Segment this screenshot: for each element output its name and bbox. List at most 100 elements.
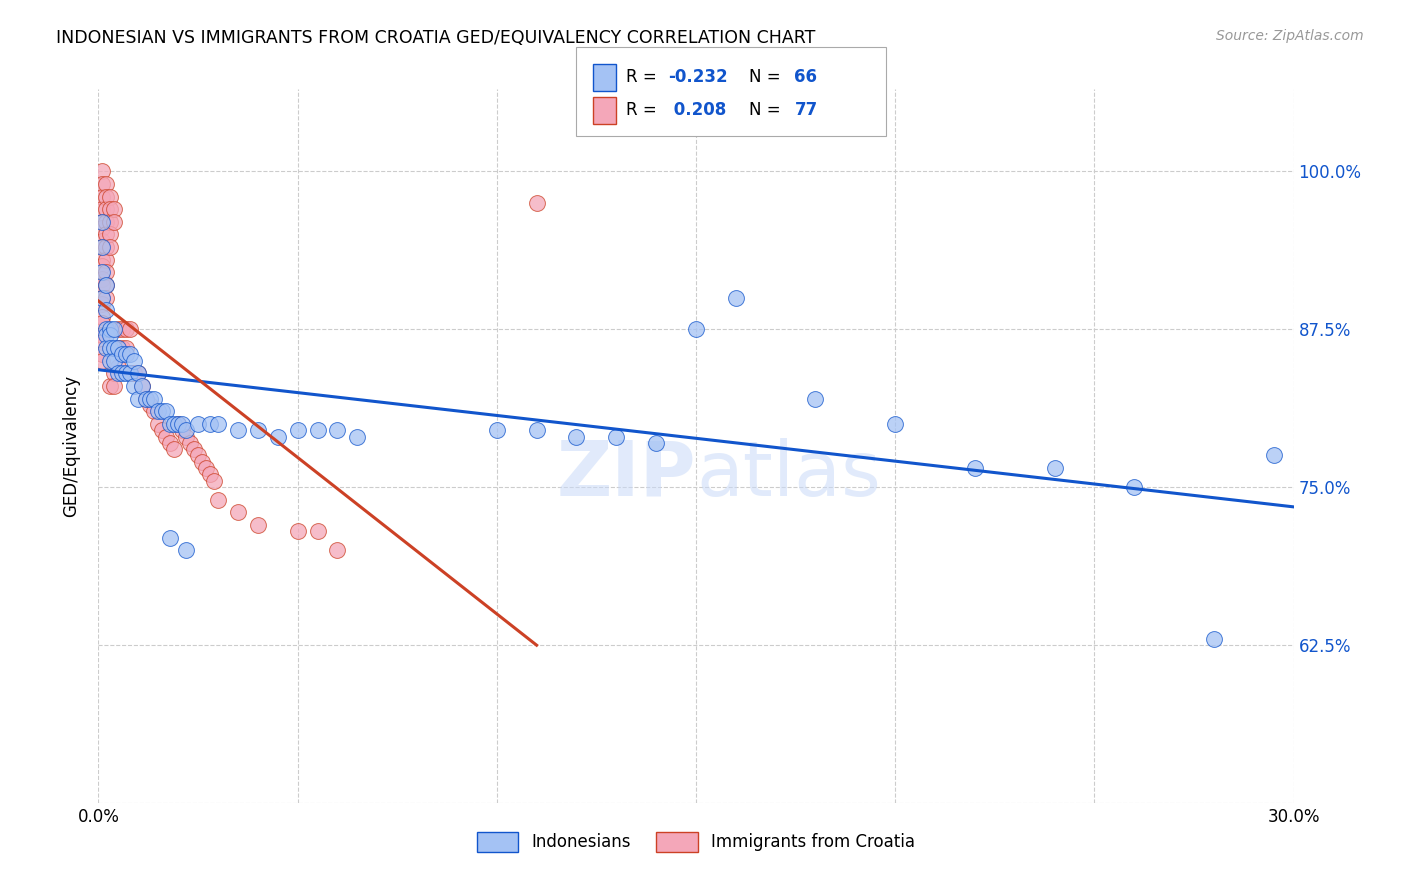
Point	[111, 341, 134, 355]
Point	[91, 328, 114, 343]
Point	[326, 543, 349, 558]
Point	[485, 423, 508, 437]
Point	[98, 215, 122, 229]
Point	[159, 435, 181, 450]
Point	[91, 291, 114, 305]
Text: N =: N =	[749, 101, 786, 119]
Point	[207, 492, 229, 507]
Point	[174, 429, 197, 443]
Point	[115, 341, 138, 355]
Point	[96, 322, 118, 336]
Point	[120, 347, 142, 361]
Point	[150, 423, 173, 437]
Point	[91, 240, 114, 254]
Text: ZIP: ZIP	[557, 438, 696, 511]
Point	[307, 524, 329, 539]
Point	[226, 423, 249, 437]
Point	[565, 429, 588, 443]
Point	[98, 322, 122, 336]
Point	[207, 417, 229, 431]
Point	[174, 423, 197, 437]
Point	[120, 367, 142, 381]
Point	[96, 177, 118, 191]
Point	[1123, 480, 1146, 494]
Point	[96, 277, 118, 292]
Point	[246, 517, 269, 532]
Point	[131, 379, 153, 393]
Point	[91, 297, 114, 311]
Point	[287, 423, 309, 437]
Point	[103, 353, 125, 368]
Point	[226, 505, 249, 519]
Point	[91, 347, 114, 361]
Text: 66: 66	[794, 68, 817, 86]
Point	[150, 404, 173, 418]
Text: R =: R =	[626, 68, 662, 86]
Point	[198, 467, 221, 482]
Point	[96, 252, 118, 267]
Point	[91, 353, 114, 368]
Point	[103, 367, 125, 381]
Point	[98, 227, 122, 242]
Point	[1202, 632, 1225, 646]
Point	[96, 265, 118, 279]
Point	[148, 404, 170, 418]
Point	[107, 341, 129, 355]
Point	[91, 291, 114, 305]
Point	[191, 455, 214, 469]
Point	[96, 227, 118, 242]
Point	[91, 202, 114, 217]
Point	[98, 240, 122, 254]
Point	[139, 392, 162, 406]
Point	[172, 423, 194, 437]
Point	[91, 252, 114, 267]
Text: 77: 77	[794, 101, 818, 119]
Point	[526, 423, 548, 437]
Point	[155, 404, 177, 418]
Point	[91, 189, 114, 203]
Point	[148, 417, 170, 431]
Y-axis label: GED/Equivalency: GED/Equivalency	[62, 375, 80, 517]
Point	[111, 367, 134, 381]
Point	[91, 265, 114, 279]
Point	[246, 423, 269, 437]
Point	[326, 423, 349, 437]
Point	[98, 379, 122, 393]
Point	[91, 215, 114, 229]
Text: R =: R =	[626, 101, 662, 119]
Point	[187, 449, 209, 463]
Point	[111, 347, 134, 361]
Point	[103, 322, 125, 336]
Point	[124, 353, 146, 368]
Text: INDONESIAN VS IMMIGRANTS FROM CROATIA GED/EQUIVALENCY CORRELATION CHART: INDONESIAN VS IMMIGRANTS FROM CROATIA GE…	[56, 29, 815, 47]
Point	[96, 328, 118, 343]
Point	[91, 177, 114, 191]
Point	[96, 240, 118, 254]
Point	[96, 303, 118, 318]
Point	[127, 367, 149, 381]
Point	[91, 164, 114, 178]
Point	[172, 417, 194, 431]
Point	[287, 524, 309, 539]
Point	[135, 392, 157, 406]
Point	[107, 367, 129, 381]
Point	[307, 423, 329, 437]
Point	[124, 367, 146, 381]
Point	[526, 195, 548, 210]
Point	[91, 234, 114, 248]
Point	[1263, 449, 1285, 463]
Point	[96, 291, 118, 305]
Point	[96, 341, 118, 355]
Point	[179, 435, 201, 450]
Point	[167, 417, 190, 431]
Point	[115, 347, 138, 361]
Text: 0.208: 0.208	[668, 101, 725, 119]
Point	[103, 215, 125, 229]
Point	[98, 189, 122, 203]
Point	[107, 360, 129, 375]
Point	[202, 474, 225, 488]
Point	[267, 429, 290, 443]
Point	[107, 322, 129, 336]
Point	[111, 322, 134, 336]
Point	[91, 271, 114, 285]
